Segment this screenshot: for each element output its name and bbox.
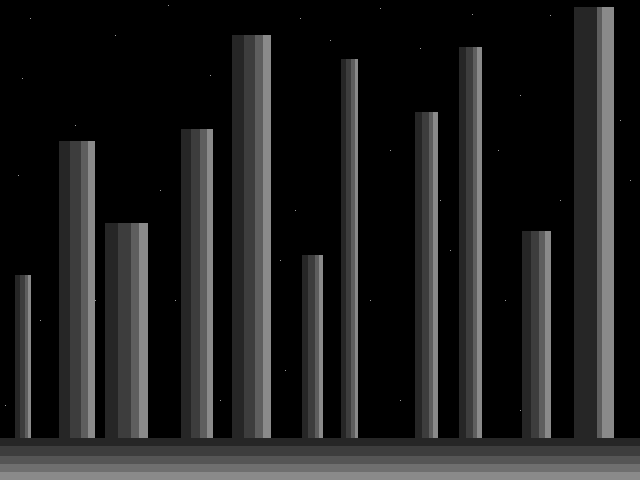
pillar-band (530, 231, 540, 438)
star-dot (560, 200, 561, 201)
pillar-band (302, 255, 309, 438)
star-dot (450, 250, 451, 251)
star-dot (168, 5, 169, 6)
pillar-band (574, 7, 598, 438)
pillar-band (346, 59, 352, 438)
star-dot (400, 400, 401, 401)
pillar-band (318, 255, 323, 438)
star-dot (220, 400, 221, 401)
pillar (522, 231, 551, 438)
ground-stripe (0, 446, 640, 456)
pillar-band (80, 141, 88, 438)
ground-stripe (0, 438, 640, 446)
star-dot (498, 150, 499, 151)
pillar (105, 223, 148, 438)
pillar-band (597, 7, 603, 438)
pillar-band (243, 35, 256, 438)
pillar-band (351, 59, 355, 438)
ground-stripe (0, 456, 640, 464)
star-dot (30, 18, 31, 19)
star-dot (380, 8, 381, 9)
star-dot (420, 48, 421, 49)
pillar-band (69, 141, 81, 438)
pillar-band (421, 112, 429, 438)
star-dot (295, 210, 296, 211)
pillar-band (602, 7, 614, 438)
pillar-band (428, 112, 434, 438)
pillar-band (308, 255, 315, 438)
star-dot (620, 120, 621, 121)
pillar-band (477, 47, 482, 438)
pillar (459, 47, 482, 438)
star-dot (370, 300, 371, 301)
star-dot (285, 370, 286, 371)
pillar-band (200, 129, 207, 438)
pillar-band (181, 129, 191, 438)
star-dot (5, 405, 6, 406)
star-dot (210, 75, 211, 76)
pillar-band (139, 223, 148, 438)
pillar-band (539, 231, 546, 438)
star-dot (630, 180, 631, 181)
pillar (15, 275, 31, 438)
pillar-band (130, 223, 140, 438)
pillar (181, 129, 213, 438)
star-dot (330, 40, 331, 41)
pillar-band (232, 35, 244, 438)
pillar (415, 112, 438, 438)
pillar-band (190, 129, 201, 438)
pillar-band (415, 112, 422, 438)
pillar-band (341, 59, 347, 438)
pillar-band (87, 141, 95, 438)
pillar-band (459, 47, 466, 438)
pillar (574, 7, 614, 438)
star-dot (520, 410, 521, 411)
pillar (302, 255, 323, 438)
star-dot (22, 78, 23, 79)
pillar-band (24, 275, 28, 438)
pillar-band (206, 129, 213, 438)
star-dot (520, 95, 521, 96)
star-dot (75, 125, 76, 126)
star-dot (18, 175, 19, 176)
star-dot (280, 260, 281, 261)
pillar-band (15, 275, 20, 438)
pillar-band (59, 141, 70, 438)
star-dot (160, 190, 161, 191)
star-dot (550, 15, 551, 16)
pillar (341, 59, 358, 438)
ground-stripe (0, 464, 640, 472)
star-dot (175, 300, 176, 301)
star-dot (505, 300, 506, 301)
pillar-band (19, 275, 25, 438)
star-dot (115, 35, 116, 36)
pillar-band (255, 35, 264, 438)
pillar-band (354, 59, 358, 438)
pillar-band (117, 223, 131, 438)
star-dot (300, 18, 301, 19)
pillar-band (545, 231, 551, 438)
star-dot (40, 320, 41, 321)
pillar-band (522, 231, 531, 438)
pillar-band (105, 223, 118, 438)
star-dot (472, 14, 473, 15)
pillar (232, 35, 271, 438)
star-dot (95, 300, 96, 301)
pillar (59, 141, 95, 438)
pillar-band (27, 275, 31, 438)
star-dot (440, 200, 441, 201)
pillar-band (465, 47, 473, 438)
pillar-band (314, 255, 319, 438)
pillar-band (433, 112, 438, 438)
ground-stripe (0, 472, 640, 480)
star-dot (390, 150, 391, 151)
pillar-band (472, 47, 478, 438)
pillar-band (263, 35, 271, 438)
